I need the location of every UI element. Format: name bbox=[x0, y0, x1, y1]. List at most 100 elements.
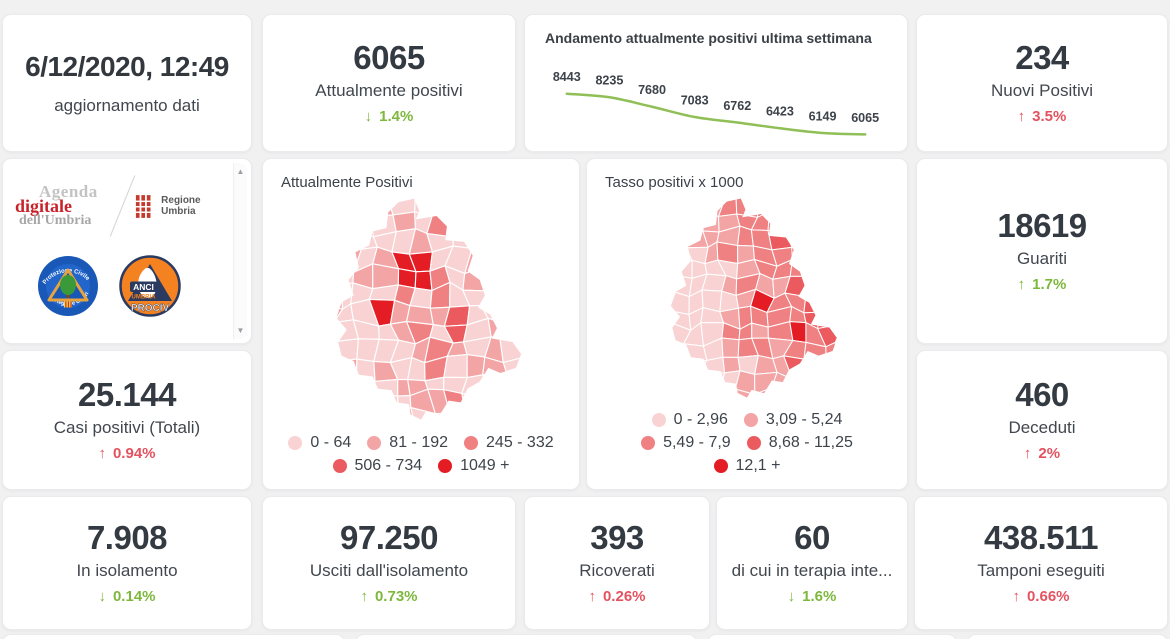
legend-dot bbox=[438, 459, 453, 473]
stat-label: di cui in terapia inte... bbox=[731, 561, 893, 580]
svg-text:6149: 6149 bbox=[809, 109, 837, 123]
stat-label: Attualmente positivi bbox=[315, 81, 463, 100]
trend-value: 1.4% bbox=[379, 108, 414, 125]
legend-label: 3,09 - 5,24 bbox=[765, 411, 843, 428]
card-deceduti: 460 Deceduti ↑ 2% bbox=[916, 350, 1168, 490]
regione-umbria-icon bbox=[134, 194, 154, 218]
trend-value: 0.14% bbox=[112, 588, 156, 605]
map-title: Attualmente Positivi bbox=[281, 174, 413, 191]
card-next-row-partial bbox=[967, 634, 1168, 639]
stat-value: 18619 bbox=[997, 207, 1087, 244]
svg-text:8443: 8443 bbox=[553, 70, 581, 84]
stat-label: Tamponi eseguiti bbox=[977, 561, 1105, 580]
stat-label: Usciti dall'isolamento bbox=[309, 561, 469, 580]
agenda-logo-text: Agenda bbox=[39, 182, 98, 202]
stat-value: 7.908 bbox=[86, 519, 168, 556]
agenda-logo-text: dell'Umbria bbox=[19, 213, 92, 229]
agenda-digitale-logo: Agenda digitale dell'Umbria bbox=[15, 183, 116, 228]
prociv-text: PROCIV bbox=[131, 303, 170, 314]
anci-umbria-text: UMBRIA bbox=[132, 295, 157, 301]
stat-label: In isolamento bbox=[76, 561, 178, 580]
legend-dot bbox=[746, 436, 761, 450]
legend-item: 8,68 - 11,25 bbox=[746, 434, 853, 452]
protezione-civile-logo: Protezione Civile Regione Umbria bbox=[37, 255, 98, 316]
arrow-up-icon: ↑ bbox=[1012, 588, 1020, 605]
card-last-update: 6/12/2020, 12:49 aggiornamento dati bbox=[2, 14, 252, 152]
umbria-map-attualmente-positivi[interactable] bbox=[317, 197, 525, 430]
svg-text:7680: 7680 bbox=[638, 83, 666, 97]
legend-label: 12,1 + bbox=[735, 457, 781, 474]
logo-row-institutions: Agenda digitale dell'Umbria Regione Umbr… bbox=[15, 173, 231, 239]
trend-value: 0.26% bbox=[602, 588, 646, 605]
svg-text:8235: 8235 bbox=[595, 74, 623, 88]
legend-label: 506 - 734 bbox=[354, 457, 423, 474]
scroll-up-icon[interactable]: ▲ bbox=[236, 167, 245, 176]
stat-value: 97.250 bbox=[340, 519, 438, 556]
legend-item: 81 - 192 bbox=[367, 434, 448, 452]
legend-label: 81 - 192 bbox=[389, 434, 449, 451]
arrow-up-icon: ↑ bbox=[98, 445, 106, 462]
regione-umbria-logo: Regione Umbria bbox=[134, 193, 231, 220]
stat-label: Nuovi Positivi bbox=[990, 81, 1094, 100]
legend-label: 5,49 - 7,9 bbox=[663, 434, 731, 451]
trend-indicator: ↑ 1.7% bbox=[1018, 276, 1067, 293]
card-in-isolamento: 7.908 In isolamento ↓ 0.14% bbox=[2, 496, 252, 630]
card-nuovi-positivi: 234 Nuovi Positivi ↑ 3.5% bbox=[916, 14, 1168, 152]
scroll-down-icon[interactable]: ▼ bbox=[236, 326, 245, 335]
legend-item: 0 - 64 bbox=[288, 434, 351, 452]
trend-indicator: ↑ 2% bbox=[1024, 445, 1060, 462]
scrollbar[interactable]: ▲ ▼ bbox=[233, 163, 247, 339]
legend-dot bbox=[332, 459, 347, 473]
card-ricoverati: 393 Ricoverati ↑ 0.26% bbox=[524, 496, 710, 630]
trend-indicator: ↓ 0.14% bbox=[98, 588, 155, 605]
chart-title: Andamento attualmente positivi ultima se… bbox=[545, 30, 872, 46]
legend-label: 8,68 - 11,25 bbox=[768, 434, 853, 451]
arrow-down-icon: ↓ bbox=[787, 588, 796, 605]
logo-row-protezione: Protezione Civile Regione Umbria ANCI bbox=[37, 255, 231, 317]
umbria-map-tasso-positivi[interactable] bbox=[649, 197, 845, 407]
anci-prociv-logo: ANCI UMBRIA PROCIV bbox=[119, 255, 181, 317]
legend-dot bbox=[743, 413, 758, 427]
legend-dot bbox=[651, 413, 666, 427]
arrow-up-icon: ↑ bbox=[1023, 445, 1032, 462]
trend-line-chart[interactable]: 8443 8235 7680 7083 6762 6423 6149 6065 bbox=[538, 54, 894, 147]
legend-dot bbox=[713, 459, 728, 473]
legend-item: 506 - 734 bbox=[332, 457, 423, 475]
card-map-tasso-positivi: Tasso positivi x 1000 0 - 2,96 3,09 - 5,… bbox=[586, 158, 908, 490]
stat-value: 25.144 bbox=[78, 376, 176, 413]
stat-value: 6065 bbox=[353, 39, 425, 76]
map-legend: 0 - 2,96 3,09 - 5,24 5,49 - 7,9 8,68 - 1… bbox=[641, 411, 853, 489]
card-guariti: 18619 Guariti ↑ 1.7% bbox=[916, 158, 1168, 344]
legend-item: 1049 + bbox=[438, 457, 510, 475]
card-attualmente-positivi: 6065 Attualmente positivi ↓ 1.4% bbox=[262, 14, 516, 152]
card-tamponi: 438.511 Tamponi eseguiti ↑ 0.66% bbox=[914, 496, 1168, 630]
stat-label: Ricoverati bbox=[579, 561, 655, 580]
legend-item: 12,1 + bbox=[713, 457, 781, 475]
map-legend: 0 - 64 81 - 192 245 - 332 506 - 734 1049… bbox=[288, 434, 554, 489]
legend-item: 0 - 2,96 bbox=[651, 411, 728, 429]
legend-dot bbox=[288, 436, 303, 450]
stat-label: Deceduti bbox=[1008, 418, 1076, 437]
arrow-up-icon: ↑ bbox=[360, 588, 368, 605]
legend-label: 0 - 2,96 bbox=[673, 411, 728, 428]
trend-value: 3.5% bbox=[1032, 108, 1067, 125]
trend-value: 1.6% bbox=[802, 588, 837, 605]
arrow-up-icon: ↑ bbox=[588, 588, 596, 605]
card-casi-totali: 25.144 Casi positivi (Totali) ↑ 0.94% bbox=[2, 350, 252, 490]
arrow-up-icon: ↑ bbox=[1017, 108, 1026, 125]
trend-value: 0.66% bbox=[1026, 588, 1070, 605]
card-trend-chart: Andamento attualmente positivi ultima se… bbox=[524, 14, 908, 152]
svg-text:7083: 7083 bbox=[681, 93, 709, 107]
svg-text:6762: 6762 bbox=[723, 99, 751, 113]
stat-value: 60 bbox=[794, 519, 830, 556]
card-next-row-partial bbox=[2, 634, 345, 639]
trend-value: 0.94% bbox=[112, 445, 156, 462]
legend-dot bbox=[641, 436, 656, 450]
trend-indicator: ↑ 3.5% bbox=[1018, 108, 1067, 125]
card-logos: Agenda digitale dell'Umbria Regione Umbr… bbox=[2, 158, 252, 344]
trend-indicator: ↓ 1.6% bbox=[788, 588, 837, 605]
map-title: Tasso positivi x 1000 bbox=[605, 174, 744, 191]
stat-value: 438.511 bbox=[984, 519, 1098, 556]
svg-text:6423: 6423 bbox=[766, 105, 794, 119]
